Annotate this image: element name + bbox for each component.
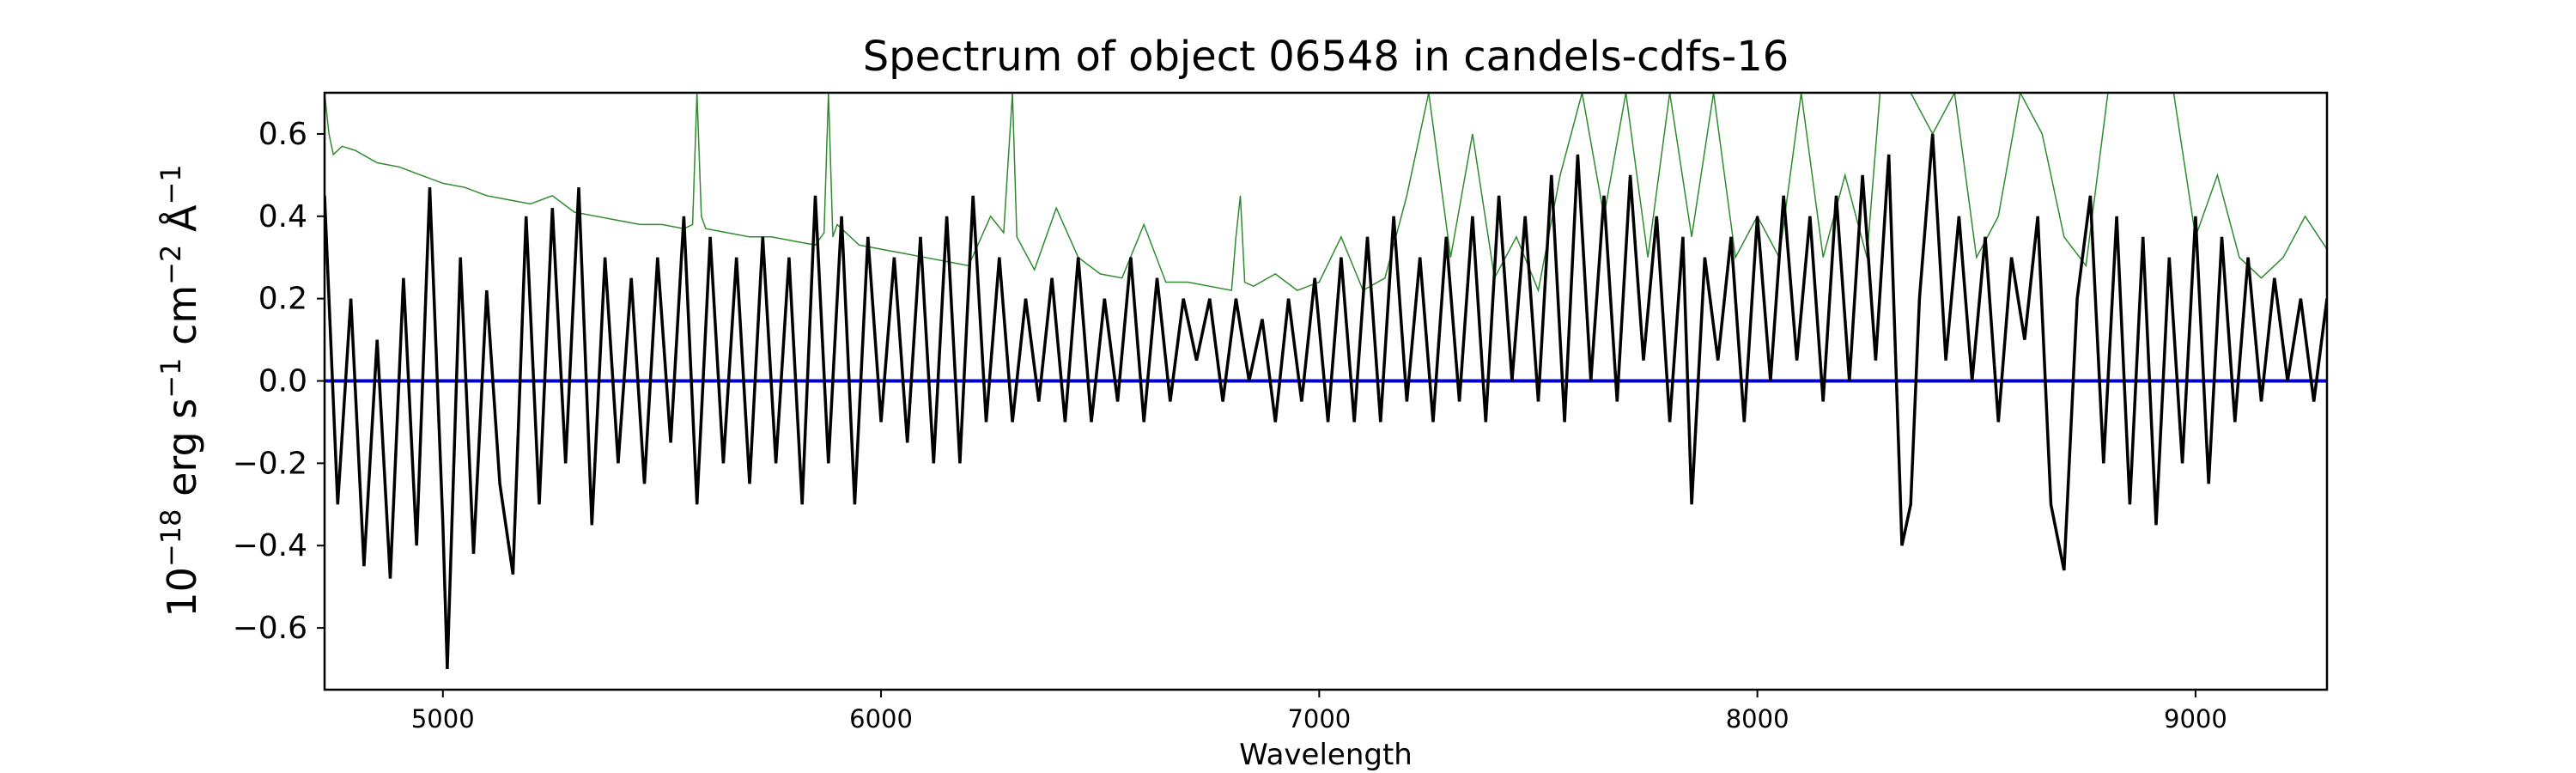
- y-tick-label: −0.2: [233, 446, 307, 481]
- x-axis: 5000 6000 7000 8000 9000: [411, 690, 2227, 733]
- y-tick-label: −0.6: [233, 611, 307, 646]
- y-axis-label: 10−18 erg s−1 cm−2 Å−1: [155, 164, 205, 617]
- plot-frame: [323, 91, 2329, 691]
- y-label-cm: cm: [159, 285, 205, 358]
- x-tick-label: 7000: [1287, 704, 1351, 733]
- y-label-base-exponent: −18: [155, 509, 187, 568]
- x-tick-label: 5000: [411, 704, 475, 733]
- plot-area: [325, 93, 2327, 670]
- y-tick-label: 0.6: [258, 117, 307, 152]
- x-tick-label: 9000: [2164, 704, 2227, 733]
- y-label-angstrom-exponent: −1: [155, 164, 187, 204]
- y-label-cm-exponent: −2: [155, 245, 187, 285]
- flux-spectrum-line: [325, 133, 2327, 670]
- x-axis-label: Wavelength: [1239, 738, 1413, 772]
- y-label-angstrom: Å: [159, 204, 205, 245]
- error-spectrum-line: [325, 93, 2327, 293]
- y-tick-label: 0.2: [258, 282, 307, 317]
- y-tick-label: 0.0: [258, 364, 307, 399]
- chart-title: Spectrum of object 06548 in candels-cdfs…: [863, 33, 1789, 81]
- y-label-erg: erg s: [159, 399, 205, 509]
- x-tick-label: 8000: [1726, 704, 1789, 733]
- y-label-s-exponent: −1: [155, 358, 187, 399]
- y-tick-label: −0.4: [233, 528, 307, 563]
- y-tick-label: 0.4: [258, 199, 307, 234]
- y-axis: −0.6 −0.4 −0.2 0.0 0.2 0.4 0.6: [233, 117, 325, 646]
- x-tick-label: 6000: [849, 704, 913, 733]
- y-label-base: 10: [159, 567, 205, 618]
